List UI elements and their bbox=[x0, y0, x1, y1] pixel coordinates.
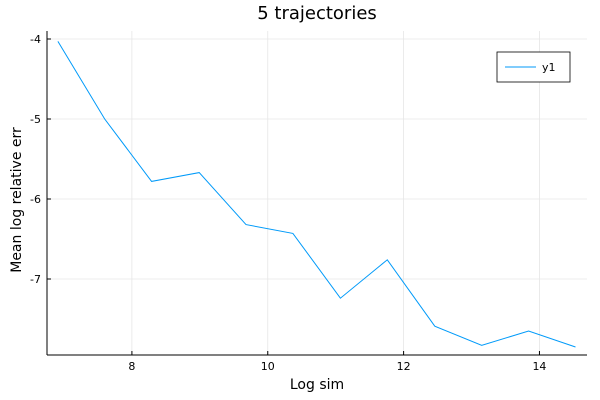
data-point bbox=[103, 118, 106, 121]
x-tick-label: 10 bbox=[261, 360, 275, 373]
data-point bbox=[198, 171, 201, 174]
y-tick-label: -6 bbox=[30, 193, 41, 206]
data-point bbox=[291, 232, 294, 235]
data-point bbox=[339, 297, 342, 300]
data-point bbox=[480, 344, 483, 347]
data-point bbox=[150, 180, 153, 183]
series-layer bbox=[56, 40, 577, 349]
data-point bbox=[527, 330, 530, 333]
x-tick-label: 14 bbox=[532, 360, 546, 373]
y-tick-label: -4 bbox=[30, 33, 41, 46]
x-axis-label: Log sim bbox=[290, 377, 344, 393]
grid bbox=[47, 31, 587, 355]
data-point bbox=[56, 40, 59, 43]
y-tick-label: -5 bbox=[30, 113, 41, 126]
y-axis-label: Mean log relative err bbox=[9, 127, 25, 273]
x-tick-label: 8 bbox=[128, 360, 135, 373]
ticks: 8 10 12 14 -4 -5 -6 -7 bbox=[30, 33, 546, 373]
data-point bbox=[574, 346, 577, 349]
data-point bbox=[245, 223, 248, 226]
data-point bbox=[433, 325, 436, 328]
series-line-y1 bbox=[57, 41, 576, 348]
chart-title: 5 trajectories bbox=[257, 3, 377, 24]
legend: y1 bbox=[496, 51, 571, 83]
data-point bbox=[386, 258, 389, 261]
legend-label: y1 bbox=[542, 61, 556, 74]
x-tick-label: 12 bbox=[397, 360, 411, 373]
y-tick-label: -7 bbox=[30, 273, 41, 286]
axes bbox=[46, 31, 587, 356]
